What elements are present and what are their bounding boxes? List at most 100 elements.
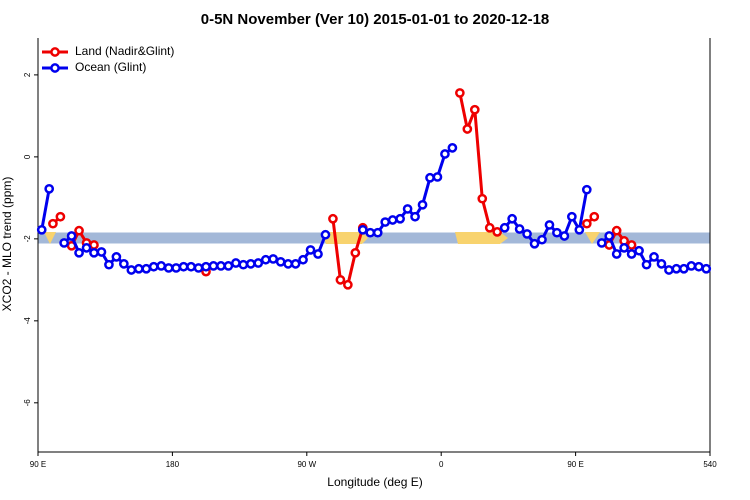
chart-title: 0-5N November (Ver 10) 2015-01-01 to 202… bbox=[201, 11, 550, 28]
data-point bbox=[507, 213, 517, 224]
data-point bbox=[223, 261, 234, 271]
data-point bbox=[484, 222, 495, 233]
data-point bbox=[320, 229, 331, 240]
data-point bbox=[201, 261, 211, 272]
data-point bbox=[216, 261, 226, 271]
data-point bbox=[171, 263, 181, 273]
data-point bbox=[425, 172, 435, 183]
data-point bbox=[567, 211, 577, 222]
data-point bbox=[402, 204, 413, 214]
legend-marker bbox=[50, 47, 60, 57]
data-point bbox=[626, 249, 637, 259]
x-axis-label: Longitude (deg E) bbox=[327, 475, 422, 489]
x-tick-label: 180 bbox=[166, 460, 180, 469]
data-point bbox=[156, 261, 167, 271]
data-point bbox=[178, 261, 189, 272]
data-point bbox=[193, 263, 204, 273]
data-point bbox=[89, 247, 99, 258]
y-axis-label: XCO2 - MLO trend (ppm) bbox=[0, 177, 14, 312]
data-point bbox=[581, 218, 592, 229]
data-point bbox=[48, 218, 58, 229]
data-point bbox=[619, 243, 629, 253]
data-point bbox=[537, 234, 547, 245]
data-point bbox=[283, 259, 293, 269]
data-point bbox=[417, 199, 428, 210]
data-point bbox=[111, 252, 122, 262]
data-point bbox=[163, 263, 174, 273]
data-point bbox=[119, 259, 129, 269]
series-line bbox=[458, 92, 498, 234]
data-point bbox=[395, 213, 405, 224]
data-point bbox=[492, 227, 503, 237]
data-point bbox=[641, 259, 652, 270]
data-point bbox=[387, 215, 398, 225]
x-tick-label: 90 W bbox=[297, 460, 316, 469]
data-point bbox=[81, 243, 92, 253]
data-point bbox=[328, 213, 338, 224]
data-point bbox=[59, 238, 69, 248]
data-point bbox=[559, 231, 570, 241]
data-point bbox=[36, 224, 47, 235]
data-point bbox=[96, 247, 107, 257]
data-point bbox=[231, 258, 241, 268]
data-point bbox=[298, 254, 308, 265]
data-point bbox=[335, 274, 346, 285]
legend-marker bbox=[50, 63, 60, 73]
land-band bbox=[44, 232, 56, 244]
data-point bbox=[275, 256, 286, 267]
series-line bbox=[362, 146, 454, 235]
data-point bbox=[469, 104, 480, 115]
data-point bbox=[611, 249, 622, 259]
data-point bbox=[66, 231, 77, 241]
data-point bbox=[589, 211, 600, 222]
data-point bbox=[55, 211, 66, 222]
data-point bbox=[596, 238, 607, 248]
data-point bbox=[245, 259, 256, 269]
data-point bbox=[133, 263, 144, 274]
data-point bbox=[634, 245, 644, 256]
x-tick-label: 540 bbox=[703, 460, 717, 469]
data-point bbox=[74, 225, 84, 236]
data-point bbox=[671, 263, 682, 274]
data-point bbox=[350, 247, 361, 258]
data-point bbox=[365, 227, 376, 238]
data-point bbox=[626, 240, 637, 250]
series-line bbox=[40, 188, 51, 231]
data-point bbox=[74, 247, 84, 258]
data-point bbox=[462, 124, 473, 134]
data-point bbox=[380, 217, 391, 227]
data-point bbox=[104, 259, 114, 270]
legend-label: Ocean (Glint) bbox=[75, 60, 146, 74]
data-point bbox=[238, 259, 249, 270]
data-point bbox=[343, 279, 353, 290]
data-point bbox=[529, 238, 540, 249]
data-point bbox=[455, 88, 465, 98]
data-point bbox=[141, 263, 152, 274]
data-point bbox=[581, 184, 592, 195]
data-point bbox=[410, 211, 420, 222]
y-tick-label: -6 bbox=[23, 399, 32, 407]
data-point bbox=[357, 224, 368, 235]
data-point bbox=[574, 224, 585, 235]
data-point bbox=[260, 254, 271, 265]
data-point bbox=[89, 240, 99, 250]
data-point bbox=[372, 227, 383, 238]
y-tick-label: -4 bbox=[23, 317, 32, 325]
data-point bbox=[552, 227, 562, 238]
data-point bbox=[611, 225, 622, 236]
data-point bbox=[148, 261, 159, 272]
data-point bbox=[440, 149, 450, 159]
data-point bbox=[290, 259, 301, 269]
data-point bbox=[305, 245, 316, 255]
x-tick-label: 90 E bbox=[567, 460, 583, 469]
data-point bbox=[693, 261, 704, 272]
data-point bbox=[313, 249, 323, 259]
data-point bbox=[447, 143, 458, 153]
data-point bbox=[679, 263, 689, 274]
y-tick-label: 2 bbox=[23, 72, 32, 77]
data-point bbox=[432, 172, 443, 182]
data-point bbox=[701, 263, 712, 274]
data-point bbox=[604, 231, 615, 241]
